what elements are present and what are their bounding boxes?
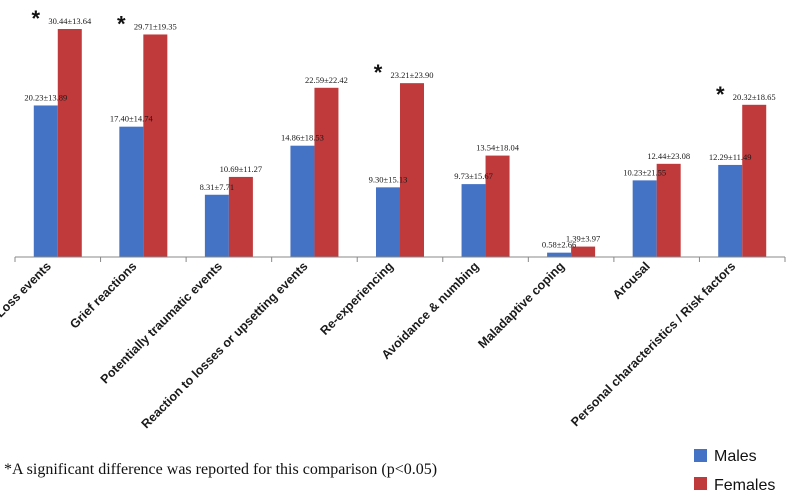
category-label: Personal characteristics / Risk factors — [568, 259, 738, 429]
bar-females — [656, 163, 681, 257]
bar-males — [290, 145, 315, 257]
data-label-females: 23.21±23.90 — [391, 70, 434, 80]
data-label-males: 20.23±13.89 — [24, 92, 67, 102]
significance-star: * — [117, 11, 126, 36]
data-label-males: 8.31±7.71 — [200, 182, 234, 192]
bar-females — [400, 83, 424, 257]
significance-star: * — [716, 82, 725, 107]
category-label: Maladaptive coping — [475, 259, 567, 351]
significance-markers-layer: * * * * — [31, 6, 724, 107]
category-label: Arousal — [610, 259, 653, 302]
bar-males — [461, 184, 486, 257]
bar-females — [571, 246, 596, 257]
bar-females — [57, 29, 82, 257]
category-label: Loss events — [0, 259, 54, 320]
data-label-females: 29.71±19.35 — [134, 21, 177, 31]
bar-males — [204, 194, 229, 257]
bar-females — [314, 87, 339, 257]
data-label-females: 1.39±3.97 — [566, 234, 600, 244]
bar-males — [33, 105, 58, 258]
bar-females — [742, 104, 767, 257]
significance-star: * — [374, 60, 383, 85]
category-label: Grief reactions — [67, 259, 139, 331]
bar-males — [632, 180, 657, 257]
value-labels-layer: 20.23±13.89 30.44±13.64 17.40±14.74 29.71±1… — [24, 16, 775, 250]
axis-ticks-layer — [14, 257, 786, 262]
bar-males — [718, 164, 743, 257]
legend-swatch-males — [694, 449, 707, 462]
data-label-females: 13.54±18.04 — [476, 143, 520, 153]
data-label-females: 20.32±18.65 — [733, 92, 776, 102]
legend-label-males: Males — [714, 448, 757, 465]
data-label-males: 9.73±15.67 — [454, 171, 493, 181]
data-label-males: 14.86±18.53 — [281, 133, 324, 143]
data-label-females: 12.44±23.08 — [647, 151, 690, 161]
bar-females — [143, 34, 168, 257]
bars-layer — [33, 29, 767, 258]
bar-females — [485, 155, 510, 257]
legend-swatch-females — [694, 477, 707, 490]
significance-star: * — [31, 6, 40, 31]
data-label-males: 9.30±15.13 — [369, 174, 408, 184]
data-label-females: 30.44±13.64 — [48, 16, 92, 26]
bar-females — [228, 176, 253, 257]
category-label: Reaction to losses or upsetting events — [139, 259, 311, 431]
legend-label-females: Females — [714, 477, 775, 494]
data-label-females: 10.69±11.27 — [220, 164, 263, 174]
data-label-males: 0.58±2.66 — [542, 240, 576, 250]
footnote: *A significant difference was reported f… — [4, 461, 437, 478]
category-label: Avoidance & numbing — [379, 259, 482, 362]
bar-males — [376, 187, 400, 257]
data-label-males: 12.29±11.49 — [709, 152, 752, 162]
category-label: Re-experiencing — [317, 259, 396, 338]
bar-males — [119, 126, 144, 258]
data-label-males: 10.23±21.55 — [623, 167, 666, 177]
data-label-females: 22.59±22.42 — [305, 75, 348, 85]
legend: Males Females — [694, 448, 775, 494]
bar-males — [547, 252, 572, 257]
data-label-males: 17.40±14.74 — [110, 114, 154, 124]
